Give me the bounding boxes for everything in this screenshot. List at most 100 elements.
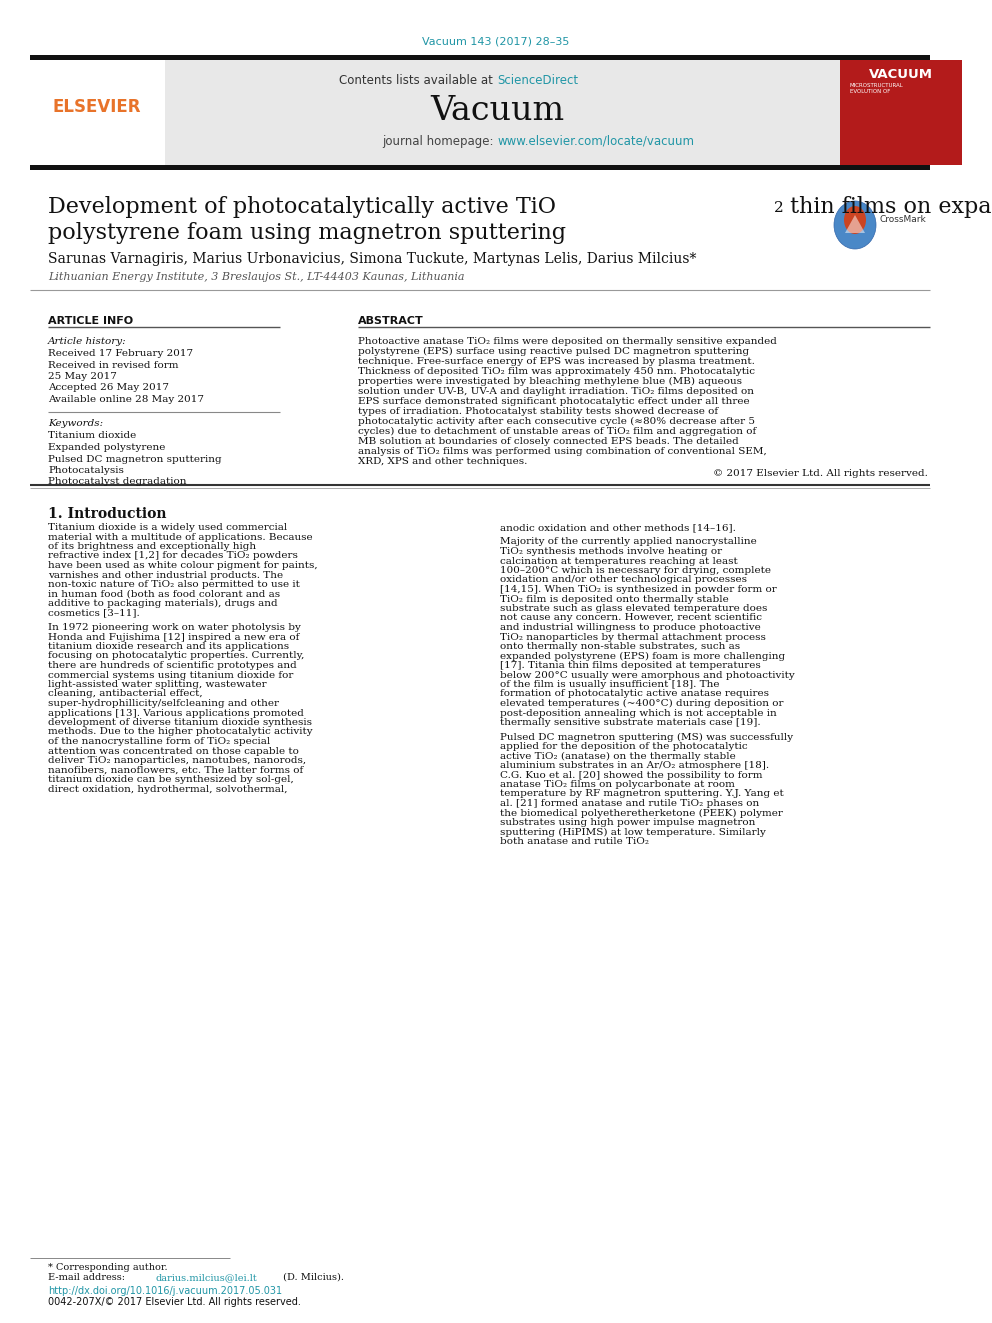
Text: Vacuum: Vacuum xyxy=(430,95,564,127)
Text: commercial systems using titanium dioxide for: commercial systems using titanium dioxid… xyxy=(48,671,294,680)
Text: properties were investigated by bleaching methylene blue (MB) aqueous: properties were investigated by bleachin… xyxy=(358,377,742,386)
Text: (D. Milcius).: (D. Milcius). xyxy=(280,1273,344,1282)
Text: journal homepage:: journal homepage: xyxy=(382,135,497,148)
Text: photocatalytic activity after each consecutive cycle (≈80% decrease after 5: photocatalytic activity after each conse… xyxy=(358,417,755,426)
Text: C.G. Kuo et al. [20] showed the possibility to form: C.G. Kuo et al. [20] showed the possibil… xyxy=(500,770,763,779)
Text: 1. Introduction: 1. Introduction xyxy=(48,507,167,521)
Text: below 200°C usually were amorphous and photoactivity: below 200°C usually were amorphous and p… xyxy=(500,671,795,680)
Text: TiO₂ synthesis methods involve heating or: TiO₂ synthesis methods involve heating o… xyxy=(500,546,722,556)
Text: Titanium dioxide is a widely used commercial: Titanium dioxide is a widely used commer… xyxy=(48,523,288,532)
Text: al. [21] formed anatase and rutile TiO₂ phases on: al. [21] formed anatase and rutile TiO₂ … xyxy=(500,799,759,808)
Text: VACUUM: VACUUM xyxy=(869,67,933,81)
Text: of the film is usually insufficient [18]. The: of the film is usually insufficient [18]… xyxy=(500,680,719,689)
Text: Development of photocatalytically active TiO: Development of photocatalytically active… xyxy=(48,196,556,218)
Text: darius.milcius@lei.lt: darius.milcius@lei.lt xyxy=(156,1273,258,1282)
Text: Article history:: Article history: xyxy=(48,337,127,347)
Text: TiO₂ film is deposited onto thermally stable: TiO₂ film is deposited onto thermally st… xyxy=(500,594,729,603)
Text: Pulsed DC magnetron sputtering (MS) was successfully: Pulsed DC magnetron sputtering (MS) was … xyxy=(500,733,794,742)
Text: [14,15]. When TiO₂ is synthesized in powder form or: [14,15]. When TiO₂ is synthesized in pow… xyxy=(500,585,777,594)
Text: titanium dioxide can be synthesized by sol-gel,: titanium dioxide can be synthesized by s… xyxy=(48,775,294,785)
Polygon shape xyxy=(845,216,865,233)
Text: www.elsevier.com/locate/vacuum: www.elsevier.com/locate/vacuum xyxy=(497,135,694,148)
Bar xyxy=(840,60,962,165)
Text: formation of photocatalytic active anatase requires: formation of photocatalytic active anata… xyxy=(500,689,769,699)
Bar xyxy=(30,60,165,165)
Ellipse shape xyxy=(844,206,866,234)
Text: temperature by RF magnetron sputtering. Y.J. Yang et: temperature by RF magnetron sputtering. … xyxy=(500,790,784,799)
Text: light-assisted water splitting, wastewater: light-assisted water splitting, wastewat… xyxy=(48,680,267,689)
Text: EVOLUTION OF: EVOLUTION OF xyxy=(850,89,891,94)
Text: Received 17 February 2017: Received 17 February 2017 xyxy=(48,349,193,359)
Text: oxidation and/or other technological processes: oxidation and/or other technological pro… xyxy=(500,576,747,585)
Text: MB solution at boundaries of closely connected EPS beads. The detailed: MB solution at boundaries of closely con… xyxy=(358,437,739,446)
Text: sputtering (HiPIMS) at low temperature. Similarly: sputtering (HiPIMS) at low temperature. … xyxy=(500,827,766,836)
Text: thin films on expanded: thin films on expanded xyxy=(783,196,992,218)
Text: CrossMark: CrossMark xyxy=(879,214,926,224)
Text: and industrial willingness to produce photoactive: and industrial willingness to produce ph… xyxy=(500,623,761,632)
Text: [17]. Titania thin films deposited at temperatures: [17]. Titania thin films deposited at te… xyxy=(500,662,761,669)
Text: XRD, XPS and other techniques.: XRD, XPS and other techniques. xyxy=(358,456,528,466)
Text: Thickness of deposited TiO₂ film was approximately 450 nm. Photocatalytic: Thickness of deposited TiO₂ film was app… xyxy=(358,366,755,376)
Text: Majority of the currently applied nanocrystalline: Majority of the currently applied nanocr… xyxy=(500,537,757,546)
Text: methods. Due to the higher photocatalytic activity: methods. Due to the higher photocatalyti… xyxy=(48,728,312,737)
Text: aluminium substrates in an Ar/O₂ atmosphere [18].: aluminium substrates in an Ar/O₂ atmosph… xyxy=(500,761,769,770)
Text: thermally sensitive substrate materials case [19].: thermally sensitive substrate materials … xyxy=(500,718,761,728)
Text: ELSEVIER: ELSEVIER xyxy=(52,98,141,116)
Text: substrate such as glass elevated temperature does: substrate such as glass elevated tempera… xyxy=(500,605,768,613)
Text: * Corresponding author.: * Corresponding author. xyxy=(48,1263,168,1271)
Text: anodic oxidation and other methods [14–16].: anodic oxidation and other methods [14–1… xyxy=(500,523,736,532)
Text: analysis of TiO₂ films was performed using combination of conventional SEM,: analysis of TiO₂ films was performed usi… xyxy=(358,447,767,456)
Text: of its brightness and exceptionally high: of its brightness and exceptionally high xyxy=(48,542,256,550)
Text: ScienceDirect: ScienceDirect xyxy=(497,74,578,87)
Text: solution under UV-B, UV-A and daylight irradiation. TiO₂ films deposited on: solution under UV-B, UV-A and daylight i… xyxy=(358,388,754,396)
Text: not cause any concern. However, recent scientific: not cause any concern. However, recent s… xyxy=(500,614,762,623)
Text: have been used as white colour pigment for paints,: have been used as white colour pigment f… xyxy=(48,561,317,570)
Text: attention was concentrated on those capable to: attention was concentrated on those capa… xyxy=(48,746,299,755)
Text: applications [13]. Various applications promoted: applications [13]. Various applications … xyxy=(48,709,304,717)
Bar xyxy=(30,56,930,60)
Text: In 1972 pioneering work on water photolysis by: In 1972 pioneering work on water photoly… xyxy=(48,623,301,632)
Text: Available online 28 May 2017: Available online 28 May 2017 xyxy=(48,396,204,404)
Text: technique. Free-surface energy of EPS was increased by plasma treatment.: technique. Free-surface energy of EPS wa… xyxy=(358,357,755,366)
Text: Sarunas Varnagiris, Marius Urbonavicius, Simona Tuckute, Martynas Lelis, Darius : Sarunas Varnagiris, Marius Urbonavicius,… xyxy=(48,251,696,266)
Text: additive to packaging materials), drugs and: additive to packaging materials), drugs … xyxy=(48,599,278,609)
Text: onto thermally non-stable substrates, such as: onto thermally non-stable substrates, su… xyxy=(500,642,740,651)
Text: the biomedical polyetheretherketone (PEEK) polymer: the biomedical polyetheretherketone (PEE… xyxy=(500,808,783,818)
Text: non-toxic nature of TiO₂ also permitted to use it: non-toxic nature of TiO₂ also permitted … xyxy=(48,579,300,589)
Text: 0042-207X/© 2017 Elsevier Ltd. All rights reserved.: 0042-207X/© 2017 Elsevier Ltd. All right… xyxy=(48,1297,301,1307)
Text: anatase TiO₂ films on polycarbonate at room: anatase TiO₂ films on polycarbonate at r… xyxy=(500,781,735,789)
Text: post-deposition annealing which is not acceptable in: post-deposition annealing which is not a… xyxy=(500,709,777,717)
Text: expanded polystyrene (EPS) foam is more challenging: expanded polystyrene (EPS) foam is more … xyxy=(500,651,785,660)
Text: of the nanocrystalline form of TiO₂ special: of the nanocrystalline form of TiO₂ spec… xyxy=(48,737,270,746)
Text: cosmetics [3–11].: cosmetics [3–11]. xyxy=(48,609,140,618)
Text: both anatase and rutile TiO₂: both anatase and rutile TiO₂ xyxy=(500,837,649,845)
Text: EPS surface demonstrated significant photocatalytic effect under all three: EPS surface demonstrated significant pho… xyxy=(358,397,750,406)
Text: polystyrene foam using magnetron sputtering: polystyrene foam using magnetron sputter… xyxy=(48,222,566,243)
Text: Vacuum 143 (2017) 28–35: Vacuum 143 (2017) 28–35 xyxy=(423,36,569,46)
Text: TiO₂ nanoparticles by thermal attachment process: TiO₂ nanoparticles by thermal attachment… xyxy=(500,632,766,642)
Bar xyxy=(30,165,930,169)
Text: in human food (both as food colorant and as: in human food (both as food colorant and… xyxy=(48,590,280,598)
Text: elevated temperatures (~400°C) during deposition or: elevated temperatures (~400°C) during de… xyxy=(500,699,784,708)
Text: Pulsed DC magnetron sputtering: Pulsed DC magnetron sputtering xyxy=(48,455,221,463)
Text: cycles) due to detachment of unstable areas of TiO₂ film and aggregation of: cycles) due to detachment of unstable ar… xyxy=(358,427,756,437)
Text: applied for the deposition of the photocatalytic: applied for the deposition of the photoc… xyxy=(500,742,748,751)
Text: © 2017 Elsevier Ltd. All rights reserved.: © 2017 Elsevier Ltd. All rights reserved… xyxy=(713,468,928,478)
Text: Received in revised form: Received in revised form xyxy=(48,360,179,369)
Text: Expanded polystyrene: Expanded polystyrene xyxy=(48,443,166,452)
Text: 25 May 2017: 25 May 2017 xyxy=(48,372,117,381)
Text: Honda and Fujishima [12] inspired a new era of: Honda and Fujishima [12] inspired a new … xyxy=(48,632,300,642)
Text: Lithuanian Energy Institute, 3 Breslaujos St., LT-44403 Kaunas, Lithuania: Lithuanian Energy Institute, 3 Breslaujo… xyxy=(48,273,464,282)
Text: types of irradiation. Photocatalyst stability tests showed decrease of: types of irradiation. Photocatalyst stab… xyxy=(358,407,718,415)
Text: MICROSTRUCTURAL: MICROSTRUCTURAL xyxy=(850,83,904,89)
Text: development of diverse titanium dioxide synthesis: development of diverse titanium dioxide … xyxy=(48,718,312,728)
Text: Accepted 26 May 2017: Accepted 26 May 2017 xyxy=(48,384,169,393)
Text: focusing on photocatalytic properties. Currently,: focusing on photocatalytic properties. C… xyxy=(48,651,305,660)
Bar xyxy=(165,60,840,165)
Text: http://dx.doi.org/10.1016/j.vacuum.2017.05.031: http://dx.doi.org/10.1016/j.vacuum.2017.… xyxy=(48,1286,282,1297)
Text: Titanium dioxide: Titanium dioxide xyxy=(48,431,136,441)
Text: active TiO₂ (anatase) on the thermally stable: active TiO₂ (anatase) on the thermally s… xyxy=(500,751,736,761)
Text: 2: 2 xyxy=(774,201,784,216)
Text: Photocatalysis: Photocatalysis xyxy=(48,466,124,475)
Ellipse shape xyxy=(834,201,876,249)
